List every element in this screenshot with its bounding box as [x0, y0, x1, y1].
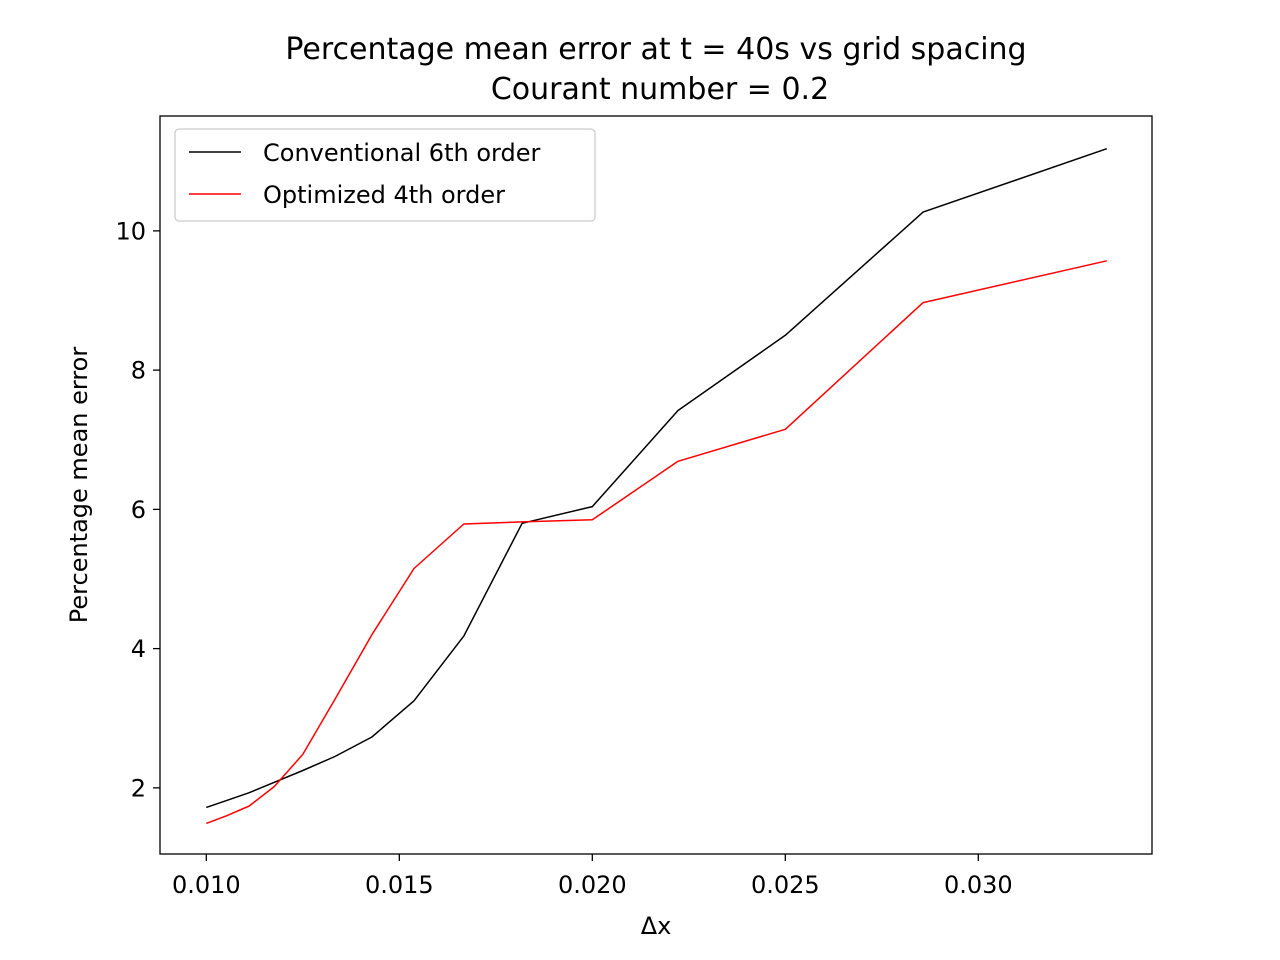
y-axis-label: Percentage mean error [65, 347, 93, 624]
y-axis: 2 4 6 8 10 [115, 217, 160, 802]
y-tick-label: 2 [131, 774, 146, 802]
y-tick-label: 10 [115, 217, 146, 245]
plot-area-frame [159, 115, 1153, 855]
y-tick-label: 4 [131, 635, 146, 663]
series-line-optimized [206, 260, 1107, 825]
legend: Conventional 6th order Optimized 4th ord… [174, 128, 596, 222]
x-tick-label: 0.010 [172, 871, 241, 899]
legend-label-optimized: Optimized 4th order [263, 181, 505, 209]
x-axis: 0.010 0.015 0.020 0.025 0.030 [172, 854, 1013, 899]
x-tick-label: 0.025 [751, 871, 820, 899]
y-tick-label: 6 [131, 496, 146, 524]
series-line-conventional [206, 147, 1108, 809]
chart-subtitle: Courant number = 0.2 [491, 72, 829, 107]
series-layer [206, 147, 1108, 825]
x-axis-label: Δx [641, 912, 672, 940]
x-tick-label: 0.015 [365, 871, 434, 899]
x-tick-label: 0.020 [558, 871, 627, 899]
y-tick-label: 8 [131, 357, 146, 385]
x-tick-label: 0.030 [944, 871, 1013, 899]
chart-title: Percentage mean error at t = 40s vs grid… [285, 32, 1026, 67]
legend-frame [174, 128, 596, 222]
legend-label-conventional: Conventional 6th order [263, 139, 540, 167]
